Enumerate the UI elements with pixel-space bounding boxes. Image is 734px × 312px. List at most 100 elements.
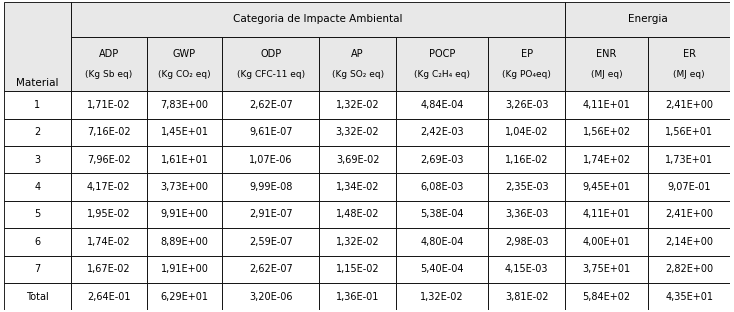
Bar [222, 91, 319, 119]
Text: 4,11E+01: 4,11E+01 [583, 100, 631, 110]
Bar [319, 228, 396, 256]
Bar [396, 201, 488, 228]
Bar [565, 201, 648, 228]
Text: ODP: ODP [260, 49, 281, 59]
Bar [70, 146, 147, 173]
Bar [147, 119, 222, 146]
Text: 3,32E-02: 3,32E-02 [335, 127, 379, 137]
Text: Total: Total [26, 292, 48, 302]
Bar [319, 146, 396, 173]
Text: 1,07E-06: 1,07E-06 [249, 155, 292, 165]
Bar [648, 119, 730, 146]
Bar [70, 283, 147, 310]
Text: 3,81E-02: 3,81E-02 [505, 292, 548, 302]
Bar [222, 146, 319, 173]
Bar [488, 201, 565, 228]
Text: 5,40E-04: 5,40E-04 [421, 264, 464, 274]
Bar [565, 146, 648, 173]
Bar [4, 2, 70, 91]
Text: (Kg CO₂ eq): (Kg CO₂ eq) [159, 71, 211, 80]
Text: 1,67E-02: 1,67E-02 [87, 264, 131, 274]
Bar [648, 37, 730, 91]
Bar [565, 173, 648, 201]
Bar [565, 91, 648, 119]
Text: (Kg PO₄eq): (Kg PO₄eq) [502, 71, 551, 80]
Bar [70, 2, 565, 37]
Text: 7,96E-02: 7,96E-02 [87, 155, 131, 165]
Text: 1,56E+02: 1,56E+02 [583, 127, 631, 137]
Text: 6: 6 [34, 237, 40, 247]
Text: 9,91E+00: 9,91E+00 [161, 209, 208, 220]
Text: 5: 5 [34, 209, 40, 220]
Bar [648, 173, 730, 201]
Text: 4,84E-04: 4,84E-04 [421, 100, 464, 110]
Bar [70, 201, 147, 228]
Bar [4, 283, 70, 310]
Bar [4, 119, 70, 146]
Text: 1,34E-02: 1,34E-02 [336, 182, 379, 192]
Bar [648, 146, 730, 173]
Text: 2,91E-07: 2,91E-07 [249, 209, 292, 220]
Text: 2,35E-03: 2,35E-03 [505, 182, 548, 192]
Text: 2,98E-03: 2,98E-03 [505, 237, 548, 247]
Bar [147, 201, 222, 228]
Bar [147, 256, 222, 283]
Bar [70, 37, 147, 91]
Bar [4, 256, 70, 283]
Text: POCP: POCP [429, 49, 455, 59]
Text: 2,62E-07: 2,62E-07 [249, 264, 293, 274]
Bar [396, 283, 488, 310]
Bar [319, 283, 396, 310]
Text: ER: ER [683, 49, 696, 59]
Bar [396, 119, 488, 146]
Bar [565, 256, 648, 283]
Text: 7,16E-02: 7,16E-02 [87, 127, 131, 137]
Bar [147, 91, 222, 119]
Text: 5,38E-04: 5,38E-04 [421, 209, 464, 220]
Text: 9,45E+01: 9,45E+01 [583, 182, 631, 192]
Text: 2,41E+00: 2,41E+00 [665, 100, 713, 110]
Text: 9,07E-01: 9,07E-01 [667, 182, 711, 192]
Text: 1,32E-02: 1,32E-02 [421, 292, 464, 302]
Bar [396, 256, 488, 283]
Text: 2,42E-03: 2,42E-03 [421, 127, 464, 137]
Text: 1,95E-02: 1,95E-02 [87, 209, 131, 220]
Text: 2,62E-07: 2,62E-07 [249, 100, 293, 110]
Text: 2,82E+00: 2,82E+00 [665, 264, 713, 274]
Text: 4,35E+01: 4,35E+01 [665, 292, 713, 302]
Text: GWP: GWP [173, 49, 196, 59]
Text: 3: 3 [34, 155, 40, 165]
Text: (MJ eq): (MJ eq) [591, 71, 622, 80]
Text: EP: EP [520, 49, 533, 59]
Bar [488, 173, 565, 201]
Bar [222, 119, 319, 146]
Text: 1,32E-02: 1,32E-02 [335, 100, 379, 110]
Text: 7,83E+00: 7,83E+00 [161, 100, 208, 110]
Bar [565, 37, 648, 91]
Bar [565, 283, 648, 310]
Text: 2,14E+00: 2,14E+00 [665, 237, 713, 247]
Text: 5,84E+02: 5,84E+02 [583, 292, 631, 302]
Text: 1,48E-02: 1,48E-02 [336, 209, 379, 220]
Bar [147, 173, 222, 201]
Bar [70, 228, 147, 256]
Text: 3,36E-03: 3,36E-03 [505, 209, 548, 220]
Text: 4,17E-02: 4,17E-02 [87, 182, 131, 192]
Bar [222, 201, 319, 228]
Text: 1,74E-02: 1,74E-02 [87, 237, 131, 247]
Text: 9,99E-08: 9,99E-08 [249, 182, 292, 192]
Bar [396, 91, 488, 119]
Bar [70, 119, 147, 146]
Text: AP: AP [352, 49, 364, 59]
Bar [488, 228, 565, 256]
Text: 2,64E-01: 2,64E-01 [87, 292, 131, 302]
Text: 4,80E-04: 4,80E-04 [421, 237, 464, 247]
Text: 1,56E+01: 1,56E+01 [665, 127, 713, 137]
Bar [488, 256, 565, 283]
Text: 1,04E-02: 1,04E-02 [505, 127, 548, 137]
Text: 1,74E+02: 1,74E+02 [583, 155, 631, 165]
Text: 1,61E+01: 1,61E+01 [161, 155, 208, 165]
Bar [319, 173, 396, 201]
Bar [648, 283, 730, 310]
Bar [648, 201, 730, 228]
